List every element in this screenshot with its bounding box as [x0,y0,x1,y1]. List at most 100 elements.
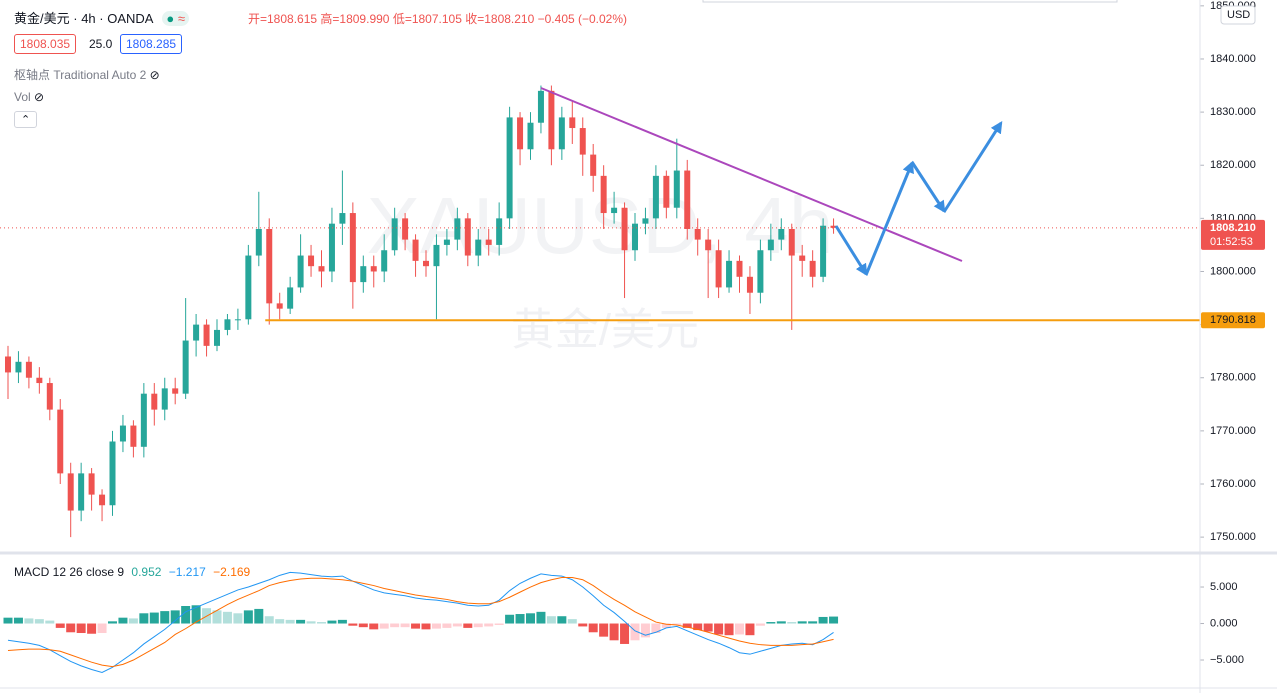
histogram-bar [149,612,159,624]
candle-body [78,473,85,511]
histogram-bar [160,611,170,624]
histogram-bar [369,623,379,630]
histogram-bar [243,610,253,624]
vol-label: Vol [14,90,31,104]
y-tick-label: 1780.000 [1210,372,1256,384]
candle-body [632,223,638,251]
candle-body [402,218,409,240]
histogram-bar [264,616,274,624]
candle-body [140,393,147,447]
candle-body [297,255,304,288]
histogram-bar [693,623,703,631]
histogram-bar [128,618,138,624]
y-tick-label: 1830.000 [1210,106,1256,118]
candle-body [224,319,231,330]
histogram-bar [66,623,76,633]
candle-body [318,266,325,272]
candle-body [600,175,607,214]
candle-body [245,255,252,320]
candle-body [579,128,586,155]
histogram-bar [348,623,358,626]
interval: 4h [81,11,96,26]
candle-body [705,239,712,251]
histogram-bar [640,623,650,638]
candle-body [328,223,335,272]
candle-body [611,207,618,214]
candle-body [99,494,106,506]
candle-body [203,324,210,346]
histogram-bar [327,620,337,624]
last-price-box [1201,219,1265,250]
macd-line [7,571,834,673]
pivots-indicator[interactable]: 枢轴点 Traditional Auto 2 ⊘ [14,68,160,82]
histogram-bar [682,623,692,628]
histogram-bar [755,623,765,626]
candle-body [726,260,733,288]
histogram-bar [212,610,222,624]
candle-body [151,393,158,410]
histogram-bar [421,623,431,630]
candle-body [370,266,377,272]
buy-button[interactable]: 1808.285 [120,34,183,54]
vol-indicator[interactable]: Vol ⊘ [14,90,45,104]
histogram-bar [588,623,598,633]
candle-body [443,239,450,245]
histogram-bar [34,619,44,624]
candle-body [746,276,753,293]
histogram-bar [181,606,191,624]
histogram-bar [735,623,744,635]
histogram-bar [546,616,556,624]
change: −0.405 (−0.02%) [537,12,628,26]
candle-body [276,303,283,309]
histogram-bar [118,617,128,624]
candle-body [527,122,534,150]
histogram-bar [808,621,818,624]
open: 开=1808.615 [248,12,318,26]
candle-body [464,218,471,256]
macd-line [7,577,834,668]
currency-button[interactable] [1220,5,1256,25]
sell-button[interactable]: 1808.035 [14,34,77,54]
histogram-bar [787,622,797,624]
candle-body [767,239,774,251]
histogram-bar [306,621,316,624]
candle-body [496,218,503,245]
macd-value: −1.217 [168,565,206,579]
symbol: 黄金/美元 [14,11,70,26]
histogram-bar [599,623,609,637]
watermark: XAUUSD, 4h [367,181,834,270]
candle-body [234,319,241,321]
macd-title: MACD 12 26 close 9 [14,565,125,579]
histogram-bar [337,619,347,624]
candle-body [308,255,315,267]
histogram-bar [473,623,483,628]
y-tick-label: 1770.000 [1210,425,1256,437]
collapse-button[interactable]: ⌃ [14,111,38,128]
currency[interactable]: USD [1227,9,1250,21]
histogram-bar [536,611,546,624]
histogram-bar [452,623,462,627]
histogram-bar [45,620,55,624]
hist-value: 0.952 [131,565,162,579]
histogram-bar [191,605,201,624]
candle-body [46,383,53,410]
histogram-bar [87,623,97,634]
histogram-bar [411,623,421,629]
candle-body [569,117,576,129]
candle-body [67,473,74,511]
histogram-bar [724,623,734,636]
histogram-bar [672,623,682,625]
candle-body [391,218,398,251]
status-icons: ● ≈ [162,11,189,26]
candle-body [715,250,722,288]
level-label: 1790.818 [1210,314,1256,326]
candle-body [109,441,116,506]
histogram-bar [139,613,149,624]
histogram-bar [76,623,86,634]
histogram-bar [431,623,441,629]
histogram-bar [745,623,755,636]
histogram-bar [557,616,567,624]
candle-body [673,170,680,208]
candle-body [57,409,64,474]
